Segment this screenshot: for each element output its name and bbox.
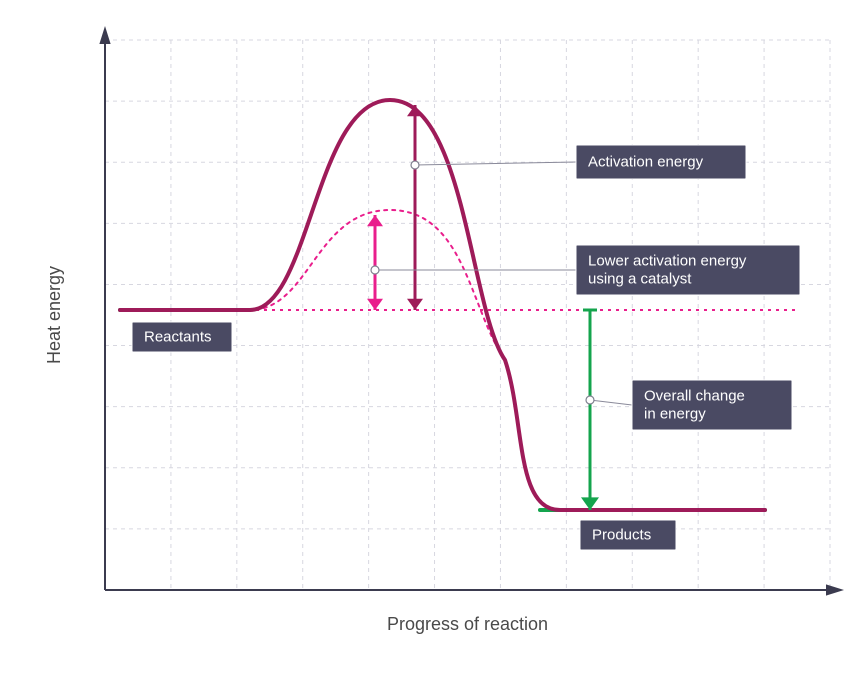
callout-catalyst-text-0: Lower activation energy	[588, 253, 747, 270]
callout-catalyst-dot	[371, 266, 379, 274]
x-axis-label: Progress of reaction	[387, 614, 548, 634]
callout-activation: Activation energy	[576, 145, 746, 179]
callout-reactants-text-0: Reactants	[144, 329, 212, 346]
callout-activation-leader	[415, 162, 576, 165]
x-axis-arrow	[826, 584, 844, 595]
overall-change-arrow	[581, 310, 599, 510]
grid	[105, 40, 830, 590]
callout-activation-text-0: Activation energy	[588, 154, 704, 171]
callout-overall-leader	[590, 400, 632, 405]
energy-diagram: Heat energy Progress of reaction Activatio…	[20, 20, 852, 664]
callout-overall-text-0: Overall change	[644, 388, 745, 405]
activation-energy-arrow	[407, 105, 423, 310]
chart-svg: Heat energy Progress of reaction Activatio…	[20, 20, 852, 664]
y-axis-label: Heat energy	[44, 266, 64, 364]
callout-products-text-0: Products	[592, 527, 651, 544]
y-axis-arrow	[99, 26, 110, 44]
callout-catalyst: Lower activation energyusing a catalyst	[576, 245, 800, 295]
catalyst-activation-arrow	[367, 215, 383, 310]
callout-catalyst-text-1: using a catalyst	[588, 271, 692, 288]
callout-reactants: Reactants	[132, 322, 232, 352]
callout-overall-text-1: in energy	[644, 406, 706, 423]
callout-overall: Overall changein energy	[632, 380, 792, 430]
callout-products: Products	[580, 520, 676, 550]
callout-activation-dot	[411, 161, 419, 169]
callout-overall-dot	[586, 396, 594, 404]
